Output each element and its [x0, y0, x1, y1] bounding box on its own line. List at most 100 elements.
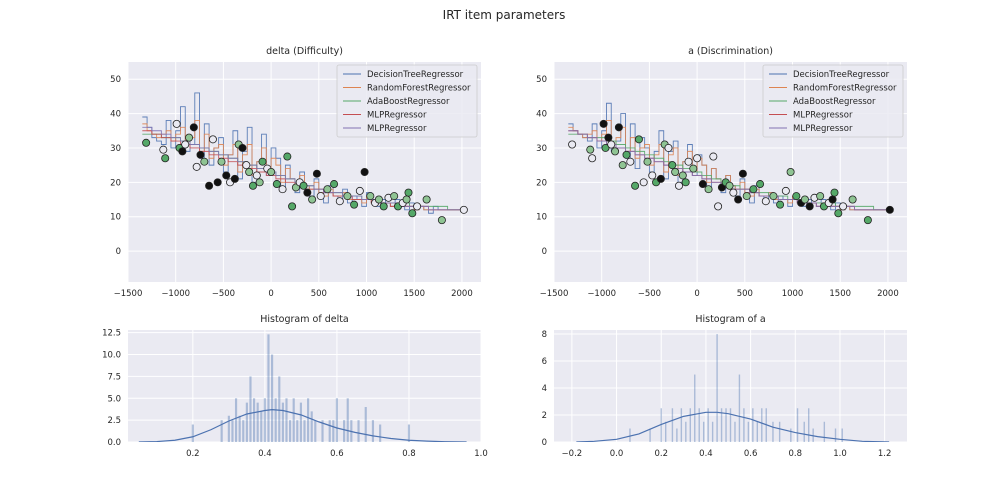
y-tick-label: 8: [542, 330, 547, 340]
data-point: [248, 181, 257, 190]
data-point: [601, 143, 610, 152]
plot-area: [554, 330, 907, 442]
y-tick-label: 50: [536, 75, 547, 85]
histogram-bar: [252, 398, 256, 442]
histogram-bar: [738, 374, 741, 442]
histogram-bar: [242, 420, 245, 442]
y-tick-label: 30: [536, 144, 547, 154]
y-tick-label: 40: [536, 110, 547, 120]
x-tick-label: 0: [268, 289, 273, 299]
plot-marks: [568, 102, 894, 225]
panel-title: a (Discrimination): [688, 46, 773, 57]
data-point: [189, 123, 198, 132]
data-point: [379, 202, 388, 211]
histogram-bar: [296, 420, 299, 442]
data-point: [159, 145, 168, 154]
x-tick-label: 2000: [877, 289, 899, 299]
histogram-bar: [725, 408, 727, 442]
histogram-bar: [231, 420, 234, 442]
y-tick-label: 0: [542, 438, 547, 448]
series-line-MLPRegressor: [142, 130, 467, 211]
data-point: [303, 188, 312, 197]
data-point: [299, 181, 308, 190]
data-point: [350, 200, 359, 209]
data-point: [238, 143, 247, 152]
data-point: [684, 157, 693, 166]
histogram-bar: [263, 398, 266, 442]
data-point: [142, 138, 151, 147]
data-point: [185, 133, 194, 142]
data-point: [196, 150, 205, 159]
legend-label: DecisionTreeRegressor: [367, 70, 464, 80]
histogram-bar: [285, 398, 288, 442]
x-tick-label: 1000: [356, 289, 378, 299]
data-point: [816, 192, 825, 201]
histogram-bar: [756, 421, 759, 442]
x-tick-label: −0.2: [562, 449, 583, 459]
legend-label: RandomForestRegressor: [793, 84, 897, 94]
data-point: [408, 209, 417, 218]
histogram-bar: [303, 420, 306, 442]
y-tick-label: 2: [542, 411, 547, 421]
y-tick-label: 5.0: [107, 394, 121, 404]
histogram-bar: [220, 420, 223, 442]
data-point: [742, 192, 751, 201]
data-point: [316, 192, 325, 201]
data-point: [885, 205, 894, 214]
histogram-bar: [328, 420, 331, 442]
data-point: [205, 181, 214, 190]
histogram-bar: [274, 398, 277, 442]
data-point: [769, 192, 778, 201]
data-point: [242, 161, 251, 170]
data-point: [230, 174, 239, 183]
panel-title: delta (Difficulty): [266, 46, 343, 57]
data-point: [402, 195, 411, 204]
legend-label: MLPRegressor: [367, 124, 427, 134]
data-point: [693, 154, 702, 163]
legend-box: [762, 64, 904, 138]
x-tick-label: −500: [212, 289, 235, 299]
histogram-bar: [660, 408, 662, 442]
x-tick-label: −1000: [161, 289, 190, 299]
x-tick-label: 0.6: [744, 449, 758, 459]
histogram-bar: [689, 408, 691, 442]
x-tick-label: 0.8: [789, 449, 803, 459]
x-tick-label: 0: [694, 289, 699, 299]
histogram-bar: [278, 376, 281, 442]
data-point: [839, 202, 848, 211]
data-point: [599, 119, 608, 128]
data-point: [756, 180, 765, 189]
data-point: [272, 180, 281, 189]
data-point: [323, 185, 332, 194]
y-tick-label: 0: [542, 247, 547, 257]
plot-marks: [138, 334, 467, 442]
data-point: [614, 123, 623, 132]
histogram-bar: [841, 428, 843, 442]
data-point: [734, 195, 743, 204]
y-tick-label: 2.5: [107, 416, 121, 426]
data-point: [178, 147, 187, 156]
data-point: [607, 140, 616, 149]
legend-box: [336, 64, 478, 138]
legend-label: AdaBoostRegressor: [793, 97, 876, 107]
histogram-bar: [364, 407, 367, 442]
data-point: [761, 197, 770, 206]
series-line-MLPRegressor: [142, 126, 467, 211]
y-tick-label: 4: [542, 384, 547, 394]
histogram-bar: [665, 421, 667, 442]
data-point: [245, 167, 254, 176]
plot-area: [128, 330, 481, 442]
data-point: [848, 195, 857, 204]
data-point: [863, 216, 872, 225]
y-tick-label: 20: [110, 178, 121, 188]
histogram-bar: [379, 424, 382, 442]
data-point: [459, 205, 468, 214]
histogram-bar: [702, 421, 705, 442]
panel-histogram-a: −0.2 0.0 0.2 0.4 0.6 0.8 1.0 1.2 0 2 4 6 8 Histogram …: [542, 314, 907, 459]
x-tick-label: 0.8: [402, 449, 416, 459]
histogram-bar: [343, 420, 346, 442]
histogram-bar: [307, 398, 310, 442]
data-point: [834, 209, 843, 218]
x-tick-label: 1500: [403, 289, 425, 299]
histogram-bar: [649, 428, 651, 442]
